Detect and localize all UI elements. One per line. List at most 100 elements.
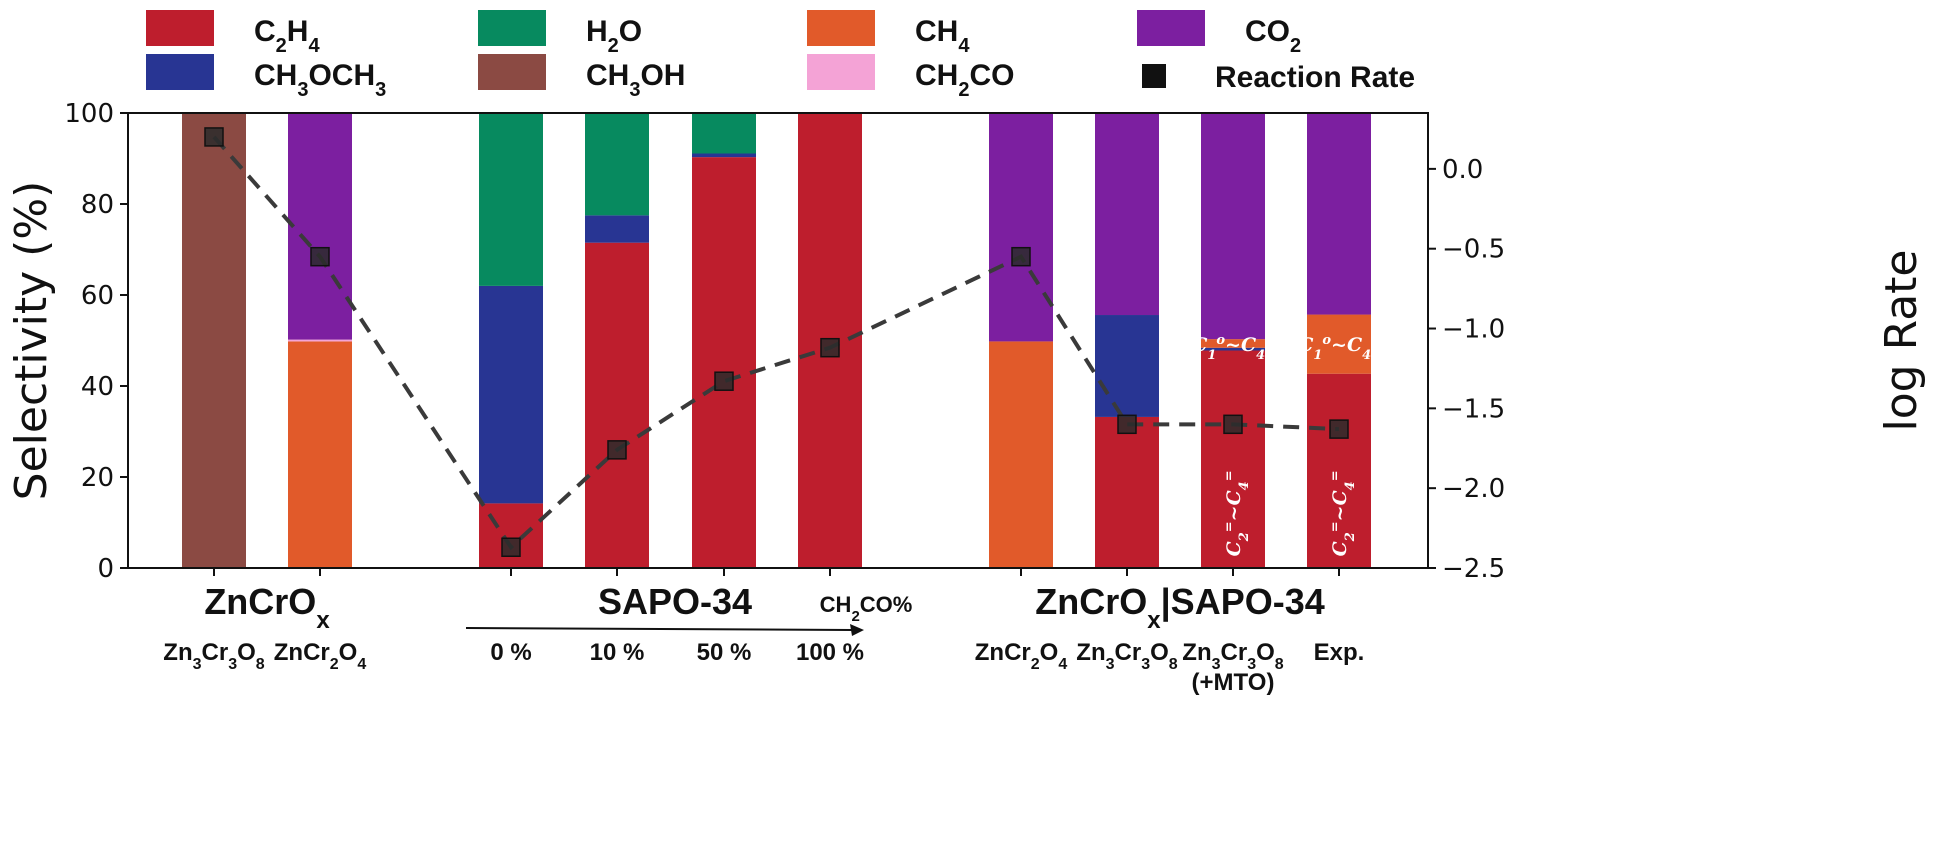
y-left-axis-title: Selectivity (%) — [6, 181, 57, 501]
x-category-label: ZnCr2O4 — [274, 639, 367, 673]
bar-segment-CH4 — [1201, 339, 1265, 348]
legend-swatch — [1137, 10, 1205, 46]
bar-segment-CH4 — [1307, 314, 1371, 374]
bar-0 — [182, 113, 246, 568]
legend-label: CO2 — [1245, 15, 1301, 57]
bar-segment-C2H4 — [1095, 416, 1159, 568]
group-title: SAPO-34 — [598, 581, 752, 622]
bar-2 — [479, 113, 543, 568]
legend-item-C2H4: C2H4 — [146, 10, 320, 57]
bar-segment-H2O — [692, 113, 756, 154]
legend-item-rate: Reaction Rate — [1142, 61, 1415, 94]
rate-marker — [501, 537, 521, 557]
rate-marker — [1011, 246, 1031, 267]
x-category-label: ZnCr2O4 — [975, 639, 1068, 673]
x-category-label: 10 % — [590, 639, 645, 666]
rate-marker — [1117, 414, 1137, 435]
x-category-label: Zn3Cr3O8 — [1076, 639, 1177, 673]
in-bar-label: C1o~C4o — [1192, 333, 1274, 363]
in-bar-label: C2=~C4= — [1222, 470, 1252, 556]
y-left-tick-label: 60 — [81, 281, 114, 311]
legend-item-CH3OCH3: CH3OCH3 — [146, 54, 386, 101]
legend-swatch — [807, 54, 875, 90]
bar-segment-CH4 — [288, 341, 352, 568]
progression-arrow-line — [465, 627, 853, 631]
bar-9 — [1307, 113, 1371, 568]
y-right-tick-label: −2.5 — [1442, 554, 1505, 584]
bar-segment-CO2 — [989, 113, 1053, 342]
bar-segment-H2O — [479, 113, 543, 286]
legend-item-CH2CO: CH2CO — [807, 54, 1014, 101]
bar-segment-C2H4 — [585, 242, 649, 569]
x-category-label: Exp. — [1314, 639, 1365, 666]
x-category-label: Zn3Cr3O8 — [1182, 639, 1283, 673]
legend-item-CH4: CH4 — [807, 10, 970, 57]
bar-1 — [288, 113, 352, 568]
legend: C2H4 H2O CH4 CO2 CH3OCH3 CH3OH CH2CO Reaction R… — [146, 10, 1415, 101]
x-category-label-line2: (+MTO) — [1192, 669, 1275, 696]
legend-marker — [1142, 64, 1166, 88]
bar-segment-CO2 — [1307, 113, 1371, 315]
bar-segment-CH2CO — [288, 339, 352, 342]
x-axis-labels: Zn3Cr3O8 ZnCr2O4 0 % 10 % 50 % 100 % ZnCr2O4 Zn… — [163, 581, 1364, 696]
bar-segment-H2O — [585, 113, 649, 216]
bar-segment-CO2 — [288, 113, 352, 340]
y-left-tick-label: 20 — [81, 463, 114, 493]
bar-segment-CO2 — [1095, 113, 1159, 316]
rate-marker — [310, 246, 330, 267]
legend-swatch — [146, 54, 214, 90]
bar-segment-C2H4 — [479, 503, 543, 568]
legend-label: Reaction Rate — [1215, 61, 1415, 94]
reaction-rate-series — [204, 127, 1349, 557]
legend-label: CH4 — [915, 15, 970, 57]
bar-segment-C2H4 — [692, 157, 756, 568]
in-bar-labels: C1o~C4o C1o~C4o C2=~C4= C2=~C4= — [1192, 333, 1380, 557]
legend-swatch — [478, 10, 546, 46]
in-bar-label: C1o~C4o — [1298, 333, 1380, 363]
legend-label: C2H4 — [254, 15, 320, 57]
bar-segment-CO2 — [1201, 113, 1265, 340]
bar-segment-C2H4 — [1307, 373, 1371, 568]
legend-swatch — [146, 10, 214, 46]
bar-8 — [1201, 113, 1265, 568]
legend-swatch — [478, 54, 546, 90]
y-left-tick-label: 40 — [81, 372, 114, 402]
legend-label: CH2CO — [915, 59, 1014, 101]
y-right-tick-label: −1.5 — [1442, 394, 1505, 424]
bar-segment-CH3OCH3 — [692, 153, 756, 158]
bar-segment-CH3OCH3 — [1201, 347, 1265, 351]
y-right-tick-label: −2.0 — [1442, 474, 1505, 504]
axes: 0 20 40 60 80 100 0.0 −0.5 −1.0 −1.5 −2.0 −2.5 Selec… — [6, 99, 1927, 584]
group-title: ZnCrOx — [204, 581, 330, 634]
bar-3 — [585, 113, 649, 569]
rate-marker — [607, 440, 627, 460]
bar-segment-C2H4 — [1201, 350, 1265, 568]
x-category-label: Zn3Cr3O8 — [163, 639, 264, 673]
bar-4 — [692, 113, 756, 568]
progression-arrow-head — [850, 624, 864, 636]
group-title: ZnCrOx|SAPO-34 — [1035, 581, 1325, 634]
bar-segment-CH3OCH3 — [479, 285, 543, 504]
rate-line — [212, 135, 1340, 551]
bar-segment-CH4 — [989, 341, 1053, 568]
legend-item-CO2: CO2 — [1137, 10, 1301, 57]
y-right-axis-title: log Rate — [1876, 250, 1927, 432]
bars — [182, 113, 1371, 569]
rate-marker — [1223, 414, 1243, 435]
y-right-tick-label: −1.0 — [1442, 315, 1505, 345]
legend-label: CH3OCH3 — [254, 59, 386, 101]
rate-marker — [204, 127, 224, 147]
bar-segment-CH3OCH3 — [585, 215, 649, 243]
x-category-label: 50 % — [697, 639, 752, 666]
legend-swatch — [807, 10, 875, 46]
y-left-tick-label: 0 — [97, 554, 114, 584]
bar-7 — [1095, 113, 1159, 568]
y-left-tick-label: 80 — [81, 190, 114, 220]
x-category-label: 100 % — [796, 639, 864, 666]
y-right-tick-label: −0.5 — [1442, 235, 1505, 265]
bar-segment-CH3OCH3 — [1095, 315, 1159, 417]
y-right-tick-label: 0.0 — [1442, 155, 1483, 185]
legend-item-H2O: H2O — [478, 10, 642, 57]
rate-marker — [820, 337, 840, 358]
